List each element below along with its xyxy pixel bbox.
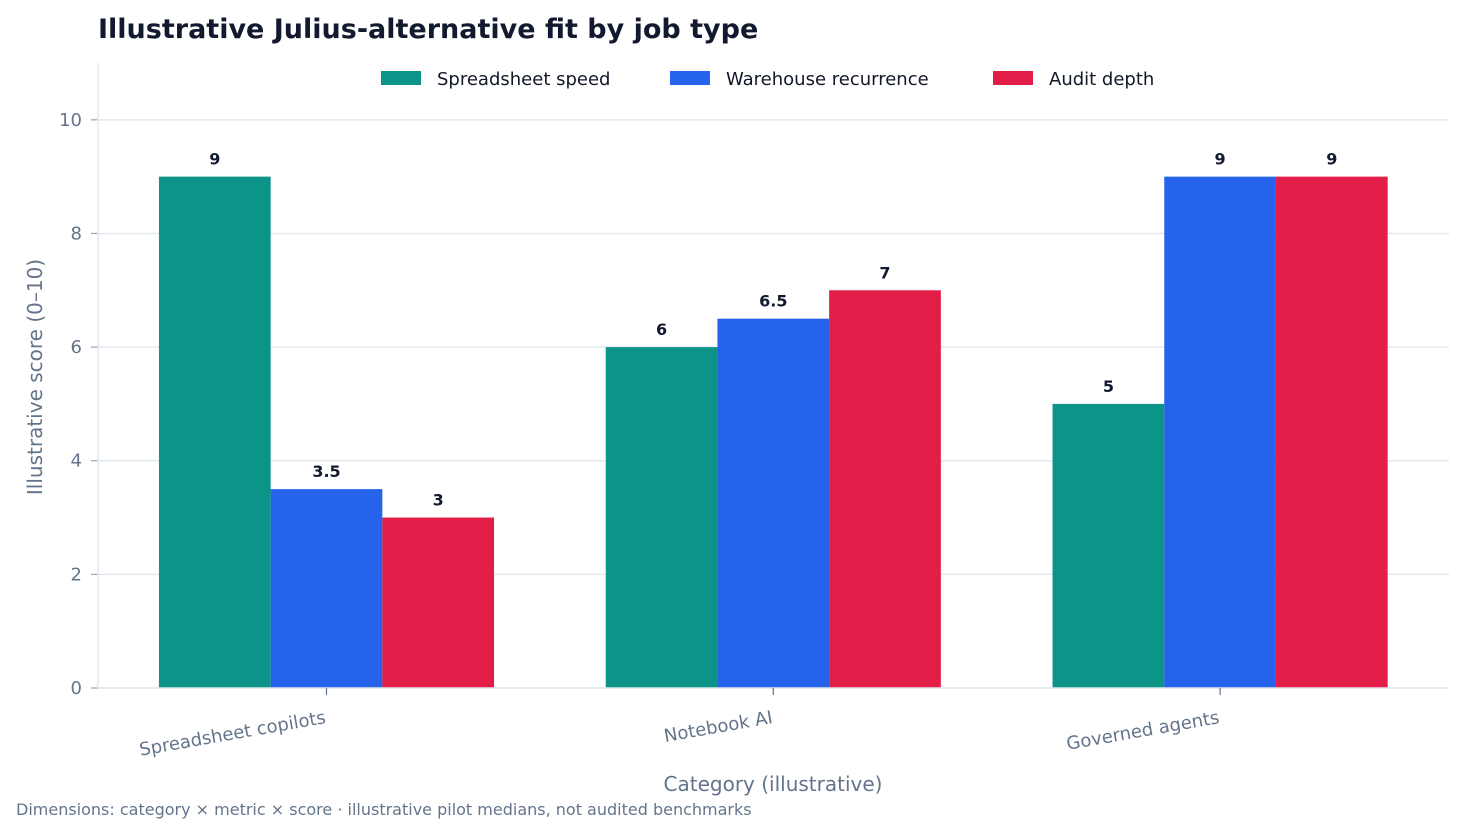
y-tick-label: 10 <box>59 110 82 131</box>
data-labels: 9 3.5 3 6 6.5 7 5 9 9 <box>209 150 1337 510</box>
x-tick-label: Notebook AI <box>662 707 774 747</box>
y-tick-label: 6 <box>71 337 82 358</box>
bar <box>605 347 718 688</box>
data-label: 9 <box>209 150 220 169</box>
data-label: 6 <box>656 320 667 339</box>
x-tick-labels: Spreadsheet copilots Notebook AI Governed … <box>138 707 1221 760</box>
bar <box>1164 176 1276 689</box>
data-label: 9 <box>1215 150 1226 169</box>
bars <box>158 176 1388 689</box>
data-label: 3.5 <box>312 462 340 481</box>
y-axis-label: Illustrative score (0–10) <box>23 259 47 495</box>
legend-swatch <box>381 71 421 85</box>
chart-title: Illustrative Julius-alternative fit by j… <box>98 14 758 45</box>
data-label: 9 <box>1326 150 1337 169</box>
y-tick-label: 0 <box>71 678 82 699</box>
data-label: 6.5 <box>759 292 787 311</box>
x-tick-label: Spreadsheet copilots <box>138 707 328 760</box>
bar <box>270 489 383 688</box>
data-label: 3 <box>433 491 444 510</box>
y-tick-label: 8 <box>71 223 82 244</box>
legend-swatch <box>993 71 1033 85</box>
legend-swatch <box>670 71 710 85</box>
bar <box>1052 403 1165 688</box>
data-label: 5 <box>1103 377 1114 396</box>
y-tick-label: 2 <box>71 564 82 585</box>
legend-label: Spreadsheet speed <box>437 69 610 90</box>
bar <box>382 517 495 688</box>
x-axis-label: Category (illustrative) <box>664 772 883 796</box>
y-tick-label: 4 <box>71 451 82 472</box>
legend: Spreadsheet speed Warehouse recurrence Aud… <box>381 69 1154 90</box>
legend-label: Warehouse recurrence <box>726 69 929 90</box>
y-tick-labels: 0 2 4 6 8 10 <box>59 110 82 699</box>
bar <box>829 290 941 688</box>
bar <box>1275 176 1388 689</box>
x-tick-label: Governed agents <box>1065 707 1221 755</box>
axes <box>91 63 1449 695</box>
data-label: 7 <box>879 263 890 282</box>
bar <box>158 176 271 689</box>
footnote: Dimensions: category × metric × score · … <box>16 800 752 819</box>
bar <box>717 318 830 688</box>
legend-label: Audit depth <box>1049 69 1154 90</box>
